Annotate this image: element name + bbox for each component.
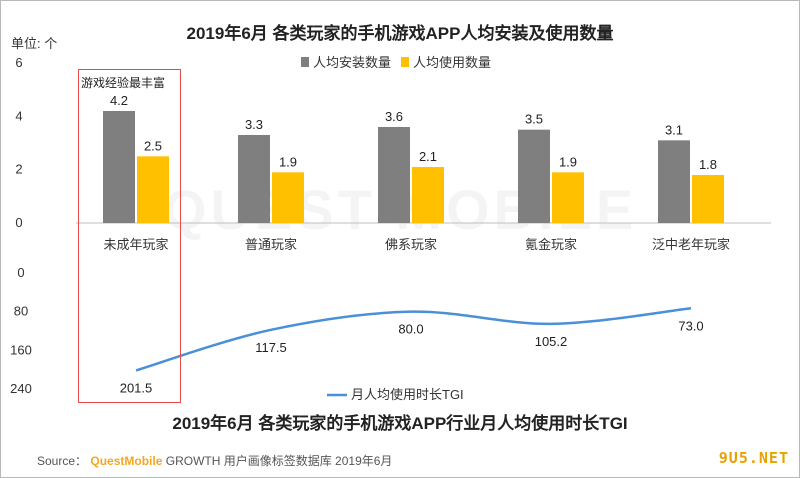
- source-line: Source： QuestMobile GROWTH 用户画像标签数据库 201…: [37, 452, 392, 469]
- bar-data-label: 3.5: [525, 112, 543, 127]
- bar-y-tick: 4: [15, 108, 22, 123]
- source-brand: QuestMobile: [90, 454, 163, 468]
- unit-label: 单位: 个: [11, 36, 58, 51]
- bar-data-label: 1.8: [699, 157, 717, 172]
- bar-x-tick: 氪金玩家: [525, 237, 577, 252]
- tgi-data-label: 117.5: [255, 340, 287, 355]
- tgi-data-label: 201.5: [120, 380, 153, 395]
- tgi-data-label: 80.0: [398, 322, 423, 337]
- bar-data-label: 3.1: [665, 122, 683, 137]
- legend-entry: 人均使用数量: [413, 55, 491, 70]
- line-y-tick: 240: [10, 381, 32, 396]
- bar: [137, 156, 169, 223]
- tgi-legend-entry: 月人均使用时长TGI: [351, 387, 464, 402]
- line-y-tick: 0: [17, 265, 24, 280]
- bar-data-label: 3.6: [385, 109, 403, 124]
- bar: [692, 175, 724, 223]
- source-prefix: Source：: [37, 454, 88, 468]
- legend-entry: 人均安装数量: [313, 55, 391, 70]
- bar-x-tick: 泛中老年玩家: [652, 237, 730, 252]
- line-chart-title: 2019年6月 各类玩家的手机游戏APP行业月人均使用时长TGI: [172, 414, 628, 433]
- bar-x-tick: 普通玩家: [245, 237, 297, 252]
- bar-x-tick: 未成年玩家: [103, 237, 168, 252]
- source-rest: 用户画像标签数据库 2019年6月: [220, 454, 393, 468]
- line-y-tick: 80: [14, 304, 28, 319]
- bar: [272, 172, 304, 223]
- bar-data-label: 4.2: [110, 93, 128, 108]
- site-logo: 9U5.NET: [718, 449, 789, 467]
- bar-data-label: 1.9: [279, 154, 297, 169]
- bar-data-label: 2.5: [144, 138, 162, 153]
- legend-swatch: [301, 57, 309, 67]
- bar: [238, 135, 270, 223]
- legend-swatch: [401, 57, 409, 67]
- highlight-label: 游戏经验最丰富: [81, 76, 166, 90]
- bar-data-label: 1.9: [559, 154, 577, 169]
- bar-chart-title: 2019年6月 各类玩家的手机游戏APP人均安装及使用数量: [186, 24, 614, 43]
- bar-data-label: 3.3: [245, 117, 263, 132]
- bar-x-tick: 佛系玩家: [385, 237, 437, 252]
- tgi-series-line: [135, 307, 692, 372]
- bar: [103, 111, 135, 223]
- bar: [552, 172, 584, 223]
- line-y-tick: 160: [10, 342, 32, 357]
- bar-y-tick: 2: [15, 162, 22, 177]
- bar: [378, 127, 410, 223]
- source-growth: GROWTH: [165, 454, 221, 468]
- bar-data-label: 2.1: [419, 149, 437, 164]
- bar-y-tick: 0: [15, 215, 22, 230]
- tgi-data-label: 105.2: [535, 334, 568, 349]
- tgi-data-label: 73.0: [678, 318, 703, 333]
- bar: [658, 140, 690, 223]
- bar: [412, 167, 444, 223]
- bar: [518, 129, 550, 223]
- highlight-box: [78, 69, 181, 403]
- bar-y-tick: 6: [15, 55, 22, 70]
